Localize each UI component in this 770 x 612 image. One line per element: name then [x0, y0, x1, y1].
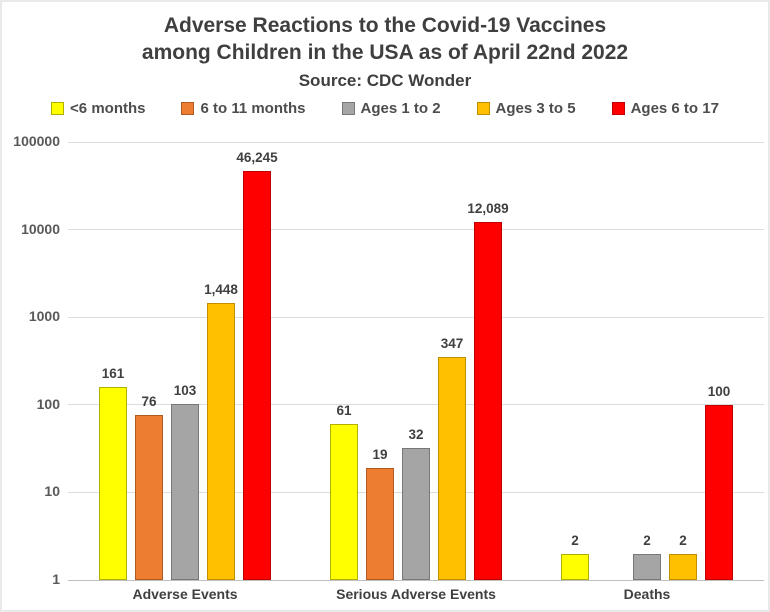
- x-axis-line: [68, 579, 764, 581]
- legend-item: 6 to 11 months: [181, 100, 306, 117]
- legend-label: <6 months: [70, 100, 146, 117]
- bar-value-label: 19: [372, 446, 388, 462]
- bar: [402, 448, 430, 580]
- bar: [366, 467, 394, 580]
- bar: [135, 415, 163, 580]
- y-axis-tick-label: 10: [44, 483, 60, 500]
- gridline: [68, 141, 764, 143]
- bar: [438, 357, 466, 580]
- bar-value-label: 46,245: [236, 150, 278, 166]
- chart-title-line1: Adverse Reactions to the Covid-19 Vaccin…: [163, 14, 607, 37]
- bar: [99, 386, 127, 580]
- bar-value-label: 161: [101, 365, 125, 381]
- y-axis-tick-label: 100: [36, 395, 60, 412]
- bar-value-label: 2: [643, 532, 651, 548]
- x-axis-category-label: Serious Adverse Events: [336, 586, 496, 602]
- bar-value-label: 12,089: [467, 201, 509, 217]
- gridline: [68, 404, 764, 406]
- chart-source: Source: CDC Wonder: [298, 71, 472, 90]
- bar: [669, 553, 697, 580]
- chart-title-line2: among Children in the USA as of April 22…: [141, 41, 629, 64]
- bar-value-label: 103: [173, 382, 197, 398]
- bar: [243, 171, 271, 580]
- bar-value-label: 76: [141, 394, 157, 410]
- bar-value-label: 2: [571, 532, 579, 548]
- bar: [705, 404, 733, 580]
- legend-item: Ages 3 to 5: [476, 100, 576, 117]
- legend-swatch-icon: [181, 102, 195, 115]
- legend-item: Ages 6 to 17: [611, 100, 719, 117]
- legend-label: 6 to 11 months: [200, 100, 306, 117]
- legend-label: Ages 6 to 17: [630, 100, 719, 117]
- bar: [474, 222, 502, 580]
- legend-label: Ages 3 to 5: [495, 100, 576, 117]
- legend-swatch-icon: [51, 102, 65, 115]
- legend-item: Ages 1 to 2: [341, 100, 441, 117]
- bar-value-label: 2: [679, 532, 687, 548]
- y-axis-tick-label: 10000: [21, 220, 60, 237]
- bar-value-label: 1,448: [204, 282, 238, 298]
- y-axis-tick-label: 1000: [28, 308, 60, 325]
- legend-swatch-icon: [476, 102, 490, 115]
- bar-value-label: 61: [336, 402, 352, 418]
- bar: [561, 553, 589, 580]
- bar: [633, 553, 661, 580]
- y-axis-tick-label: 1: [52, 571, 60, 587]
- legend-swatch-icon: [341, 102, 355, 115]
- bar-value-label: 32: [408, 427, 424, 443]
- legend-label: Ages 1 to 2: [360, 100, 441, 117]
- legend-swatch-icon: [611, 102, 625, 115]
- x-axis-category-label: Adverse Events: [132, 586, 238, 602]
- bar: [207, 303, 235, 580]
- legend-item: <6 months: [51, 100, 145, 117]
- bar: [171, 403, 199, 580]
- y-axis-tick-label: 100000: [13, 133, 60, 149]
- bar-value-label: 347: [440, 336, 464, 352]
- bar: [330, 423, 358, 580]
- x-axis-category-label: Deaths: [623, 586, 671, 602]
- bar-value-label: 100: [707, 383, 731, 399]
- gridline: [68, 229, 764, 231]
- legend: <6 months 6 to 11 months Ages 1 to 2 Ages 3…: [2, 100, 768, 117]
- gridline: [68, 316, 764, 318]
